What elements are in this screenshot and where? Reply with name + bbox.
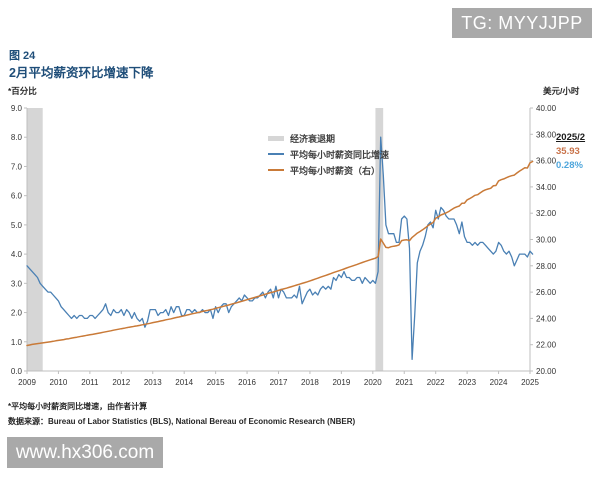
year-tick-label: 2022	[427, 378, 445, 387]
legend-label: 平均每小时薪资（右）	[290, 165, 381, 176]
figure-number: 图 24	[9, 50, 36, 62]
watermark-url: www.hx306.com	[7, 437, 163, 468]
year-tick-label: 2020	[364, 378, 382, 387]
yoy-growth-line	[26, 136, 534, 360]
legend-label: 经济衰退期	[290, 133, 336, 144]
right-tick-label: 22.00	[536, 341, 557, 350]
footnote-calculation: *平均每小时薪资同比增速，由作者计算	[8, 402, 148, 411]
latest-value-callout: 2025/2 35.93 0.28%	[556, 131, 585, 173]
right-tick-label: 34.00	[536, 183, 557, 192]
figure-title: 2月平均薪资环比增速下降	[9, 66, 154, 80]
callout-growth-value: 0.28%	[556, 160, 583, 171]
wage-level-line	[26, 160, 534, 347]
right-tick-label: 30.00	[536, 236, 557, 245]
right-tick-label: 32.00	[536, 209, 557, 218]
callout-wage-value: 35.93	[556, 146, 580, 157]
left-tick-label: 1.0	[11, 338, 23, 347]
right-tick-label: 38.00	[536, 130, 557, 139]
year-tick-label: 2018	[301, 378, 319, 387]
blue-line-swatch	[268, 153, 284, 155]
year-tick-label: 2019	[332, 378, 350, 387]
callout-date: 2025/2	[556, 132, 586, 143]
right-tick-label: 26.00	[536, 288, 557, 297]
left-tick-label: 0.0	[11, 367, 23, 376]
left-tick-label: 9.0	[11, 104, 23, 113]
legend-item-yoy-growth: 平均每小时薪资同比增速	[268, 149, 390, 160]
year-tick-label: 2009	[18, 378, 36, 387]
legend-item-recession: 经济衰退期	[268, 133, 389, 144]
left-tick-label: 7.0	[11, 162, 23, 171]
left-tick-label: 2.0	[11, 309, 23, 318]
year-tick-label: 2013	[144, 378, 162, 387]
left-tick-label: 8.0	[11, 133, 23, 142]
right-tick-label: 28.00	[536, 262, 557, 271]
left-tick-label: 3.0	[11, 279, 23, 288]
left-tick-label: 6.0	[11, 192, 23, 201]
right-axis-unit: 美元/小时	[543, 86, 580, 96]
year-tick-label: 2023	[458, 378, 476, 387]
footnote-source: 数据来源：Bureau of Labor Statistics (BLS), N…	[8, 417, 356, 426]
chart-legend: 经济衰退期 平均每小时薪资同比增速 平均每小时薪资（右）	[268, 133, 389, 181]
right-tick-label: 36.00	[536, 157, 557, 166]
orange-line-swatch	[268, 169, 284, 171]
left-tick-label: 5.0	[11, 221, 23, 230]
right-tick-label: 20.00	[536, 367, 557, 376]
year-tick-label: 2011	[81, 378, 99, 387]
right-tick-label: 40.00	[536, 104, 557, 113]
legend-item-wage-level: 平均每小时薪资（右）	[268, 165, 389, 176]
year-tick-label: 2024	[490, 378, 508, 387]
year-tick-label: 2017	[270, 378, 288, 387]
year-tick-label: 2012	[112, 378, 130, 387]
year-tick-label: 2014	[175, 378, 193, 387]
left-axis-unit: *百分比	[8, 86, 37, 96]
year-tick-label: 2021	[395, 378, 413, 387]
right-tick-label: 24.00	[536, 314, 557, 323]
recession-band	[27, 108, 43, 371]
year-tick-label: 2025	[521, 378, 539, 387]
year-tick-label: 2010	[50, 378, 68, 387]
year-tick-label: 2016	[238, 378, 256, 387]
year-tick-label: 2015	[207, 378, 225, 387]
left-tick-label: 4.0	[11, 250, 23, 259]
recession-swatch	[268, 135, 284, 141]
legend-label: 平均每小时薪资同比增速	[290, 149, 390, 160]
tg-badge: TG: MYYJJPP	[452, 8, 592, 38]
